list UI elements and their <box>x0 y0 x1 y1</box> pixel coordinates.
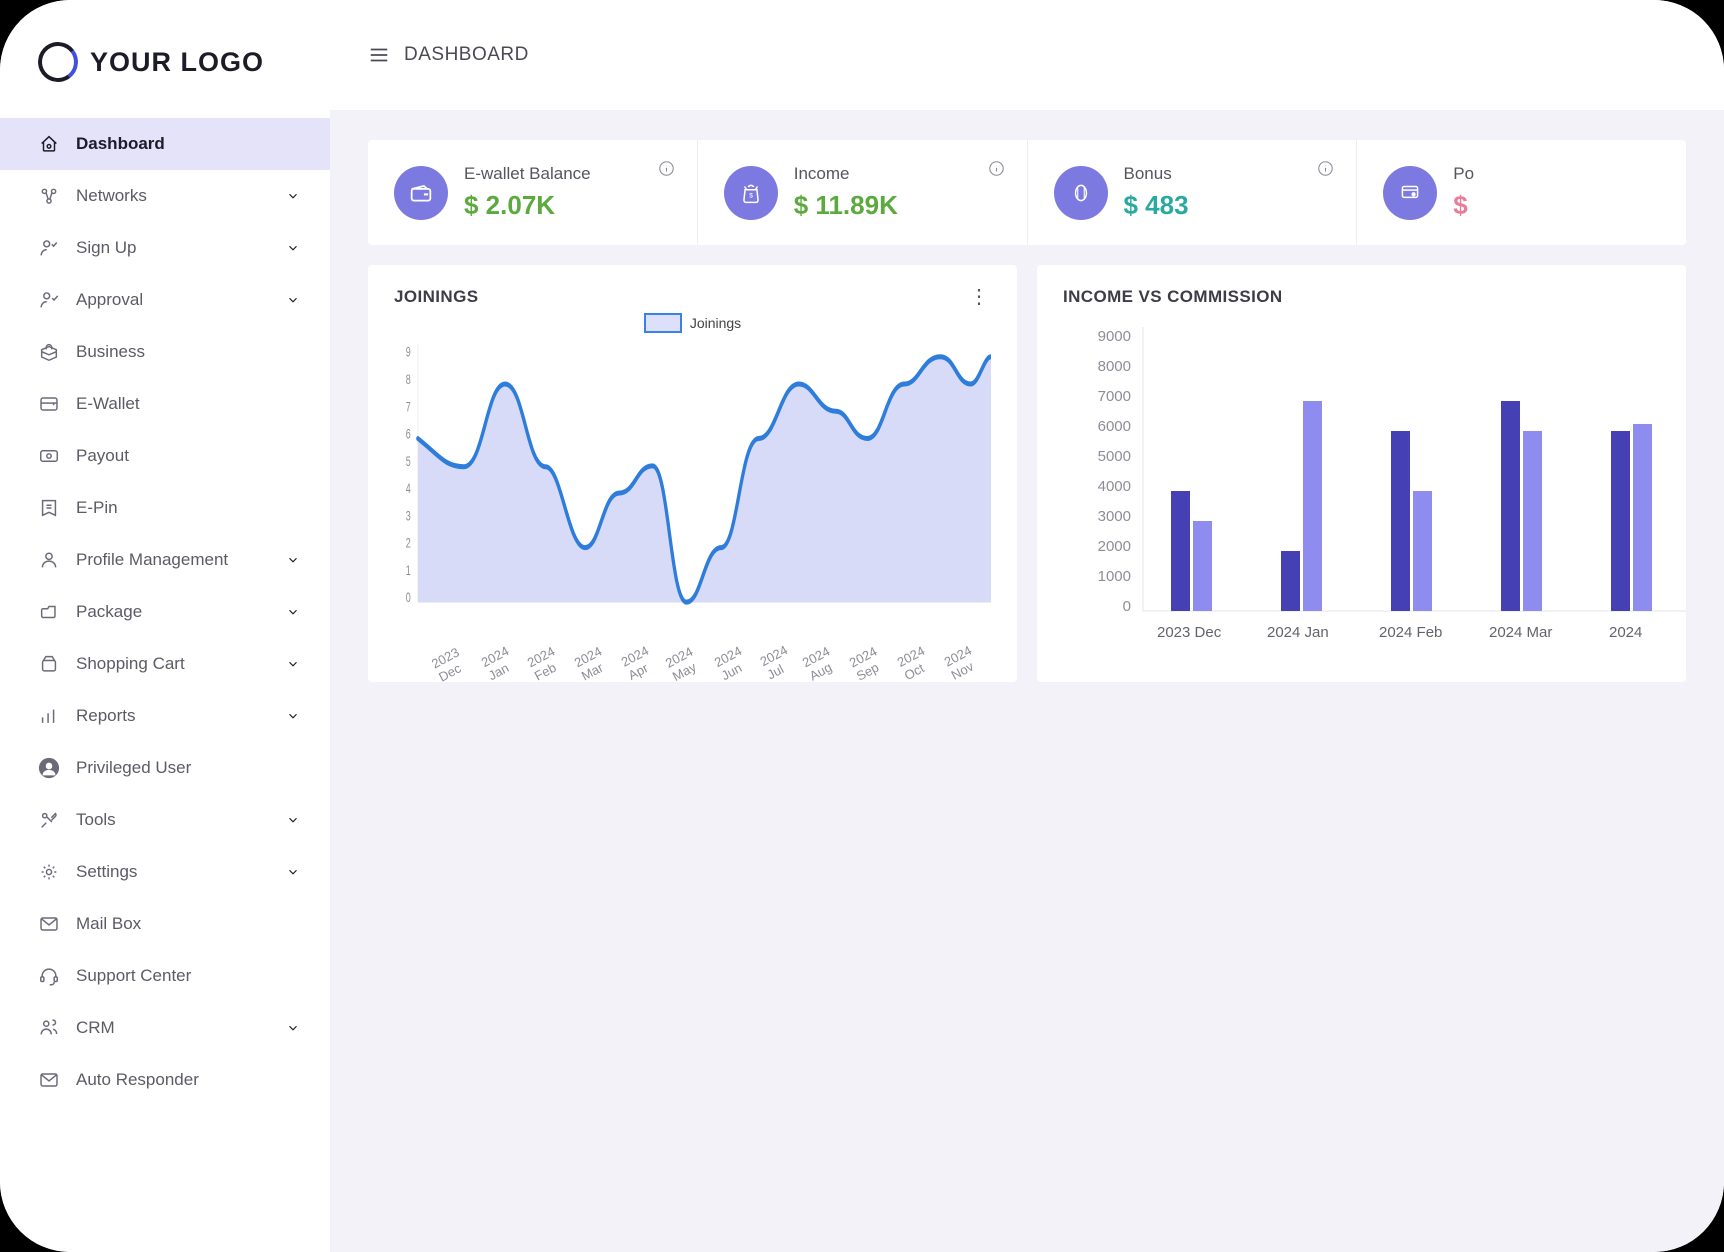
svg-text:1000: 1000 <box>1098 568 1131 585</box>
svg-text:4000: 4000 <box>1098 478 1131 495</box>
svg-text:2024 Feb: 2024 Feb <box>1379 624 1442 641</box>
svg-text:6000: 6000 <box>1098 418 1131 435</box>
svg-text:3000: 3000 <box>1098 508 1131 525</box>
svg-text:2: 2 <box>406 537 411 551</box>
svg-text:3: 3 <box>406 510 411 524</box>
svg-text:2024 Mar: 2024 Mar <box>1489 624 1552 641</box>
svg-text:0: 0 <box>406 592 411 606</box>
svg-text:7000: 7000 <box>1098 388 1131 405</box>
svg-text:8000: 8000 <box>1098 358 1131 375</box>
svg-text:9000: 9000 <box>1098 328 1131 345</box>
svg-text:2024: 2024 <box>1609 624 1642 641</box>
svg-text:5000: 5000 <box>1098 448 1131 465</box>
svg-text:7: 7 <box>406 401 411 415</box>
svg-text:6: 6 <box>406 428 411 442</box>
svg-text:9: 9 <box>406 346 411 360</box>
svg-text:8: 8 <box>406 373 411 387</box>
svg-text:0: 0 <box>1123 598 1131 615</box>
svg-text:2024 Jan: 2024 Jan <box>1267 624 1329 641</box>
svg-text:4: 4 <box>406 482 411 496</box>
svg-text:1: 1 <box>406 564 411 578</box>
svg-text:$: $ <box>749 192 753 199</box>
svg-text:2023 Dec: 2023 Dec <box>1157 624 1222 641</box>
svg-text:2000: 2000 <box>1098 538 1131 555</box>
svg-text:5: 5 <box>406 455 411 469</box>
